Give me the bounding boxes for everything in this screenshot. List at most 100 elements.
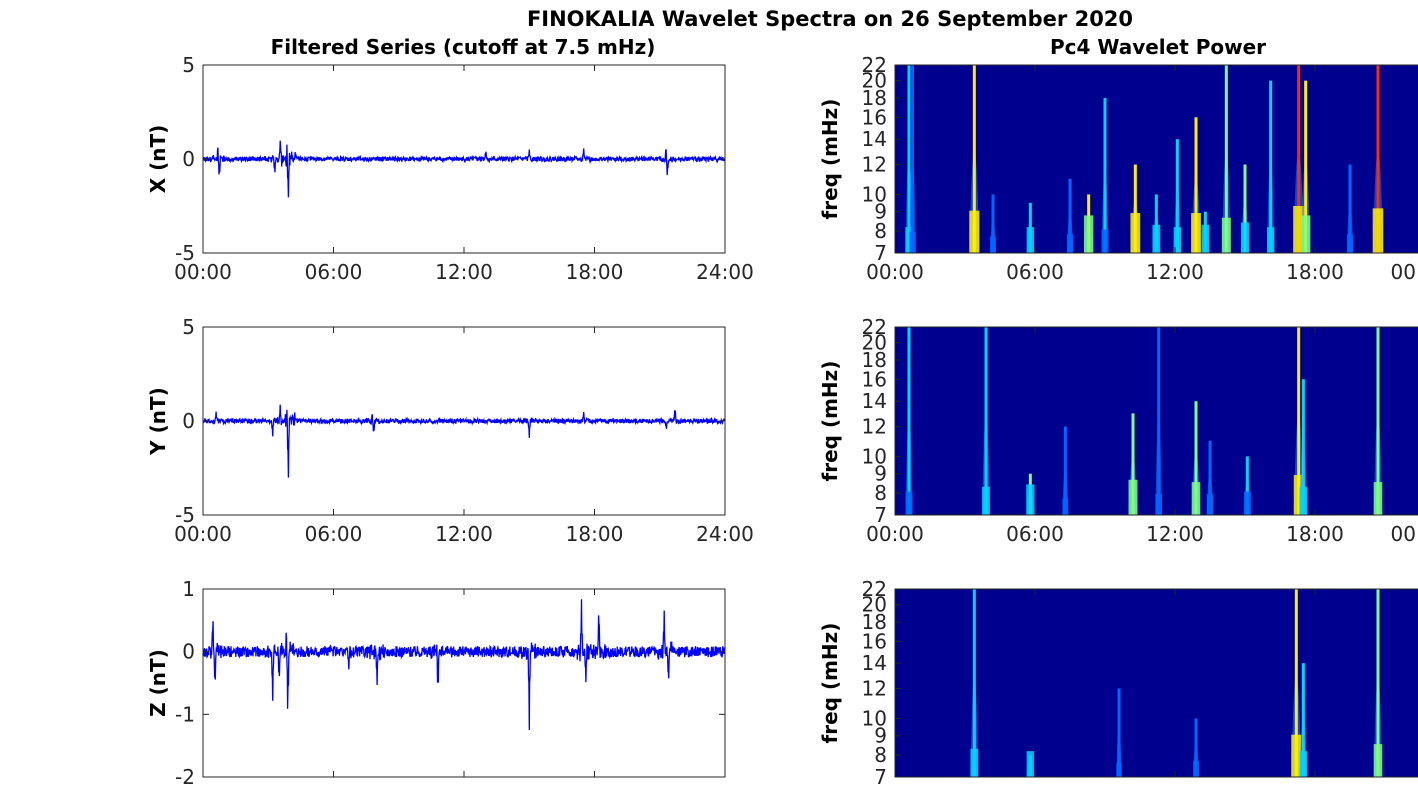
wavelet-event-base xyxy=(1193,760,1199,777)
y-tick-label: -5 xyxy=(175,503,195,527)
y-tick-label: 10 xyxy=(862,182,887,206)
y-tick-label: 18 xyxy=(862,348,887,372)
y-axis-label: Y (nT) xyxy=(146,387,170,456)
wavelet-event xyxy=(972,65,976,253)
y-tick-label: 22 xyxy=(862,577,887,601)
y-tick-label: 10 xyxy=(862,706,887,730)
wavelet-event-base xyxy=(1130,213,1141,253)
wavelet-event-base xyxy=(1128,479,1138,515)
series-line-y xyxy=(202,404,726,478)
chart-panels: -5 0 5 00:00 06:00 12:00 18:00 24:00 X (nT) -5 0 5 0… xyxy=(146,53,1418,788)
y-tick-label: 8 xyxy=(874,219,887,243)
series-panel-z: -2 -1 0 1 Z (nT) xyxy=(146,577,726,788)
x-tick-label: 12:00 xyxy=(435,260,493,284)
wavelet-event-base xyxy=(1299,486,1308,515)
y-tick-label: 5 xyxy=(182,315,195,339)
y-tick-label: 5 xyxy=(182,53,195,77)
wavelet-event-base xyxy=(1101,229,1109,253)
wavelet-plot-area xyxy=(895,327,1418,515)
series-panel-x: -5 0 5 00:00 06:00 12:00 18:00 24:00 X (nT) xyxy=(146,53,754,284)
wavelet-background xyxy=(895,589,1418,777)
wavelet-plot-area xyxy=(895,589,1418,777)
x-tick-label: 24:00 xyxy=(696,522,754,546)
wavelet-event xyxy=(984,327,988,515)
wavelet-event xyxy=(1175,139,1179,253)
x-tick-label: 06:00 xyxy=(305,522,363,546)
y-tick-label: 8 xyxy=(874,481,887,505)
y-axis-label: X (nT) xyxy=(146,125,170,194)
series-line-x xyxy=(202,140,726,198)
x-tick-label: 00 xyxy=(1391,260,1416,284)
wavelet-event xyxy=(1133,164,1137,253)
wavelet-event xyxy=(1376,589,1380,777)
wavelet-event-base xyxy=(1026,751,1035,777)
wavelet-event-base xyxy=(905,227,913,253)
wavelet-event-base xyxy=(970,748,979,777)
wavelet-event-base xyxy=(1191,213,1201,253)
wavelet-event-base xyxy=(1221,217,1231,253)
wavelet-power-title: Pc4 Wavelet Power xyxy=(1050,35,1266,59)
wavelet-plot-area xyxy=(895,65,1418,253)
y-tick-label: 22 xyxy=(862,315,887,339)
wavelet-event xyxy=(1157,327,1161,515)
wavelet-event xyxy=(1269,80,1273,253)
y-tick-label: 14 xyxy=(862,651,887,675)
wavelet-event xyxy=(972,589,976,777)
wavelet-event-base xyxy=(1372,208,1384,253)
wavelet-event xyxy=(991,194,995,253)
y-axis-label: freq (mHz) xyxy=(818,361,842,482)
wavelet-event-base xyxy=(969,210,980,253)
wavelet-event-base xyxy=(982,486,990,515)
wavelet-event-base xyxy=(1373,482,1383,515)
y-tick-label: 9 xyxy=(874,462,887,486)
wavelet-event-base xyxy=(1300,215,1311,253)
y-axis-label: freq (mHz) xyxy=(818,623,842,744)
series-line-z xyxy=(202,599,726,731)
wavelet-event-base xyxy=(1293,475,1304,515)
y-tick-label: 16 xyxy=(862,367,887,391)
y-tick-label: -1 xyxy=(175,702,195,726)
wavelet-event-base xyxy=(1116,762,1122,777)
wavelet-event-base xyxy=(1206,493,1214,515)
wavelet-event xyxy=(1068,178,1072,253)
y-tick-label: 9 xyxy=(874,200,887,224)
y-tick-label: 20 xyxy=(862,331,887,355)
wavelet-event xyxy=(1243,164,1247,253)
x-tick-label: 00:00 xyxy=(174,522,232,546)
wavelet-event xyxy=(1224,65,1228,253)
wavelet-event xyxy=(1245,456,1249,515)
wavelet-event xyxy=(1194,117,1198,253)
wavelet-event-base xyxy=(1201,224,1210,253)
x-tick-label: 24:00 xyxy=(696,260,754,284)
wavelet-event xyxy=(1301,379,1305,515)
wavelet-event xyxy=(1154,194,1158,253)
x-tick-label: 00:00 xyxy=(866,260,924,284)
wavelet-event-base xyxy=(1299,751,1308,777)
wavelet-event-base xyxy=(1266,227,1275,253)
y-tick-label: -5 xyxy=(175,241,195,265)
wavelet-event xyxy=(1063,426,1067,515)
y-tick-label: 7 xyxy=(874,765,887,788)
x-tick-label: 18:00 xyxy=(566,260,624,284)
wavelet-event xyxy=(911,65,914,253)
wavelet-event-base xyxy=(1293,206,1305,253)
wavelet-event xyxy=(1208,440,1212,515)
wavelet-event-base xyxy=(990,236,996,253)
x-tick-label: 18:00 xyxy=(1286,522,1344,546)
wavelet-event xyxy=(1103,97,1107,253)
y-tick-label: 0 xyxy=(182,409,195,433)
y-tick-label: -2 xyxy=(175,765,195,788)
x-tick-label: 18:00 xyxy=(1286,260,1344,284)
y-tick-label: 0 xyxy=(182,147,195,171)
wavelet-event xyxy=(1348,164,1352,253)
wavelet-event-base xyxy=(1373,744,1383,777)
y-tick-label: 8 xyxy=(874,743,887,767)
y-tick-label: 7 xyxy=(874,241,887,265)
wavelet-event xyxy=(907,65,911,253)
x-tick-label: 00:00 xyxy=(174,260,232,284)
x-tick-label: 12:00 xyxy=(1146,260,1204,284)
y-tick-label: 14 xyxy=(862,127,887,151)
